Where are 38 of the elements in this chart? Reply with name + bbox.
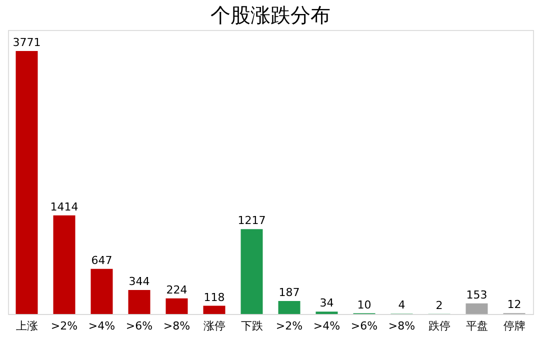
x-tick-label: 下跌 (240, 320, 263, 332)
x-tick-label: 跌停 (428, 320, 450, 332)
x-tick-label: >8% (388, 320, 416, 332)
x-tick-label: 停牌 (503, 320, 526, 332)
data-label: 153 (466, 288, 488, 302)
bar (166, 298, 188, 314)
data-label: 1217 (238, 214, 266, 228)
x-tick-label: >8% (163, 320, 190, 332)
bar (16, 51, 38, 314)
x-tick-label: >2% (50, 320, 78, 332)
x-tick-label: 上涨 (16, 320, 38, 332)
x-tick-label: 平盘 (466, 320, 488, 332)
data-label: 10 (357, 298, 372, 312)
data-label: 187 (278, 286, 300, 299)
bar (53, 215, 76, 314)
bar (240, 229, 263, 314)
x-tick-label: >2% (276, 320, 303, 332)
data-label: 224 (166, 283, 188, 296)
data-label: 12 (507, 298, 522, 312)
data-label: 4 (398, 298, 406, 312)
x-tick-label: 涨停 (203, 320, 226, 332)
bar (128, 290, 150, 314)
chart-title: 个股涨跌分布 (210, 3, 330, 27)
x-tick-label: >4% (88, 320, 116, 332)
x-tick-label: >4% (313, 320, 340, 332)
data-label: 1414 (50, 200, 78, 214)
bar (203, 306, 226, 314)
data-label: 34 (320, 296, 334, 310)
data-label: 344 (128, 275, 150, 288)
data-label: 118 (204, 290, 225, 304)
data-label: 3771 (12, 36, 41, 50)
bar (466, 303, 488, 314)
data-label: 2 (436, 298, 443, 312)
bar (90, 268, 113, 314)
bar (278, 300, 300, 314)
x-tick-label: >6% (350, 320, 378, 332)
x-tick-label: >6% (126, 320, 153, 332)
data-label: 647 (91, 254, 112, 267)
